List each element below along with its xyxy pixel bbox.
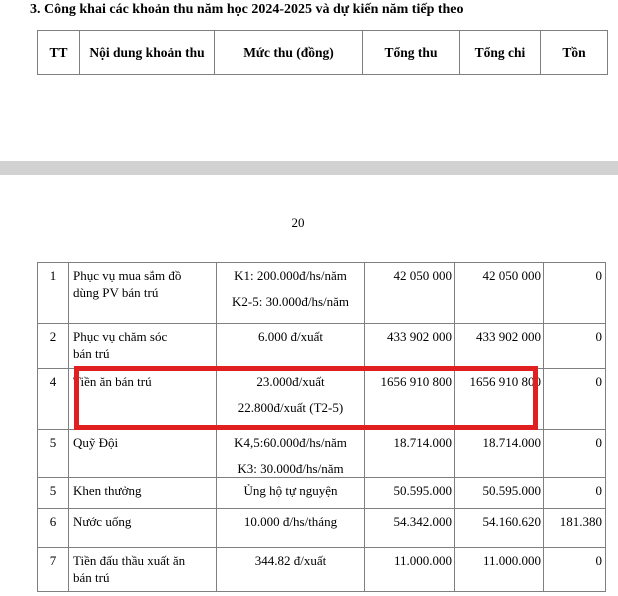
rate-line-1: K4,5:60.000đ/hs/năm xyxy=(234,435,347,450)
cell-ton: 0 xyxy=(543,547,606,592)
cell-tong-chi: 18.714.000 xyxy=(454,429,544,478)
cell-rate: 10.000 đ/hs/tháng xyxy=(216,508,365,548)
cell-rate: 6.000 đ/xuất xyxy=(216,323,365,369)
cell-ton: 181.380 xyxy=(543,508,606,548)
cell-ton: 0 xyxy=(543,477,606,509)
cell-content: Tiền đấu thầu xuất ăn bán trú xyxy=(68,547,217,592)
table-row: 2 Phục vụ chăm sóc bán trú 6.000 đ/xuất … xyxy=(37,323,606,369)
col-header-ton: Tồn xyxy=(540,30,608,75)
rate-line-2: K3: 30.000đ/hs/năm xyxy=(237,461,344,476)
cell-tong-chi: 54.160.620 xyxy=(454,508,544,548)
cell-tong-chi: 1656 910 800 xyxy=(454,368,544,430)
col-header-noi-dung: Nội dung khoản thu xyxy=(79,30,215,75)
cell-ton: 0 xyxy=(543,368,606,430)
cell-tt: 2 xyxy=(37,323,69,369)
cell-rate: 344.82 đ/xuất xyxy=(216,547,365,592)
cell-ton: 0 xyxy=(543,323,606,369)
cell-rate: K1: 200.000đ/hs/năm K2-5: 30.000đ/hs/năm xyxy=(216,262,365,324)
cell-tt: 4 xyxy=(37,368,69,430)
cell-content: Nước uống xyxy=(68,508,217,548)
cell-tong-thu: 54.342.000 xyxy=(364,508,455,548)
cell-content: Quỹ Đội xyxy=(68,429,217,478)
table-row: 1 Phục vụ mua sắm đồ dùng PV bán trú K1:… xyxy=(37,262,606,324)
cell-ton: 0 xyxy=(543,429,606,478)
rate-line-1: 10.000 đ/hs/tháng xyxy=(243,514,338,529)
fee-table-body: 1 Phục vụ mua sắm đồ dùng PV bán trú K1:… xyxy=(37,262,606,592)
cell-tong-thu: 42 050 000 xyxy=(364,262,455,324)
cell-content: Khen thưởng xyxy=(68,477,217,509)
section-title: 3. Công khai các khoản thu năm học 2024-… xyxy=(30,2,464,17)
col-header-tt: TT xyxy=(37,30,80,75)
cell-tong-chi: 42 050 000 xyxy=(454,262,544,324)
table-row: 5 Quỹ Đội K4,5:60.000đ/hs/năm K3: 30.000… xyxy=(37,429,606,478)
rate-line-2: 22.800đ/xuất (T2-5) xyxy=(237,400,344,415)
col-header-muc-thu: Mức thu (đồng) xyxy=(214,30,363,75)
cell-rate: K4,5:60.000đ/hs/năm K3: 30.000đ/hs/năm xyxy=(216,429,365,478)
rate-line-1: Ủng hộ tự nguyện xyxy=(243,483,338,498)
fee-table-header: TT Nội dung khoản thu Mức thu (đồng) Tổn… xyxy=(37,30,608,75)
table-row: 6 Nước uống 10.000 đ/hs/tháng 54.342.000… xyxy=(37,508,606,548)
cell-rate: Ủng hộ tự nguyện xyxy=(216,477,365,509)
table-row: 5 Khen thưởng Ủng hộ tự nguyện 50.595.00… xyxy=(37,477,606,509)
cell-rate: 23.000đ/xuất 22.800đ/xuất (T2-5) xyxy=(216,368,365,430)
cell-tt: 5 xyxy=(37,429,69,478)
table-row: 7 Tiền đấu thầu xuất ăn bán trú 344.82 đ… xyxy=(37,547,606,592)
cell-content: Tiền ăn bán trú xyxy=(68,368,217,430)
rate-line-1: 6.000 đ/xuất xyxy=(258,329,323,344)
cell-tong-thu: 11.000.000 xyxy=(364,547,455,592)
cell-tt: 1 xyxy=(37,262,69,324)
cell-ton: 0 xyxy=(543,262,606,324)
col-header-tong-chi: Tổng chi xyxy=(459,30,541,75)
page-number: 20 xyxy=(291,215,305,230)
col-header-tong-thu: Tổng thu xyxy=(362,30,460,75)
table-row-highlighted: 4 Tiền ăn bán trú 23.000đ/xuất 22.800đ/x… xyxy=(37,368,606,430)
page-break-bar xyxy=(0,161,618,175)
cell-tong-chi: 50.595.000 xyxy=(454,477,544,509)
rate-line-2: K2-5: 30.000đ/hs/năm xyxy=(232,294,349,309)
cell-tt: 6 xyxy=(37,508,69,548)
rate-line-1: 344.82 đ/xuất xyxy=(254,553,327,568)
cell-tong-chi: 433 902 000 xyxy=(454,323,544,369)
cell-tt: 5 xyxy=(37,477,69,509)
cell-tong-thu: 18.714.000 xyxy=(364,429,455,478)
header-row: TT Nội dung khoản thu Mức thu (đồng) Tổn… xyxy=(37,30,608,75)
cell-tong-thu: 50.595.000 xyxy=(364,477,455,509)
cell-tt: 7 xyxy=(37,547,69,592)
cell-tong-chi: 11.000.000 xyxy=(454,547,544,592)
cell-content: Phục vụ chăm sóc bán trú xyxy=(68,323,217,369)
cell-content: Phục vụ mua sắm đồ dùng PV bán trú xyxy=(68,262,217,324)
rate-line-1: K1: 200.000đ/hs/năm xyxy=(234,268,347,283)
cell-tong-thu: 1656 910 800 xyxy=(364,368,455,430)
rate-line-1: 23.000đ/xuất xyxy=(256,374,325,389)
cell-tong-thu: 433 902 000 xyxy=(364,323,455,369)
